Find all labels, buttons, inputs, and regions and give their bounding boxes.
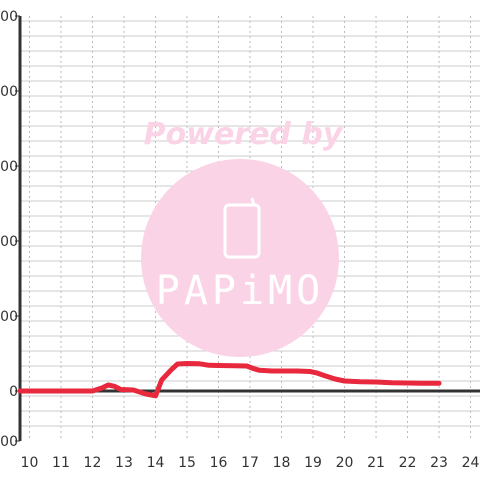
- watermark-powered-by: Powered by: [144, 117, 344, 152]
- x-tick-label: 14: [147, 455, 165, 471]
- phone-icon: [223, 197, 261, 259]
- tick-labels: -20,000 0 30,000 60,000 90,000 120,000 150,000…: [0, 9, 480, 471]
- x-tick-label: 19: [304, 455, 322, 471]
- series: [17, 361, 442, 399]
- x-tick-label: 10: [21, 455, 39, 471]
- watermark-brand: PAPiMO: [156, 268, 325, 314]
- x-tick-label: 22: [399, 455, 417, 471]
- y-tick-label: 90,000: [0, 159, 18, 175]
- x-tick-label: 24: [462, 455, 480, 471]
- x-tick-label: 13: [115, 455, 133, 471]
- y-tick-label: 30,000: [0, 309, 18, 325]
- x-tick-label: 15: [178, 455, 196, 471]
- y-tick-label: 120,000: [0, 84, 18, 100]
- y-tick-label: 150,000: [0, 9, 18, 25]
- x-tick-label: 20: [336, 455, 354, 471]
- series-line-0: [17, 361, 442, 399]
- x-tick-label: 18: [273, 455, 291, 471]
- x-tick-label: 17: [241, 455, 259, 471]
- x-tick-label: 16: [210, 455, 228, 471]
- x-tick-label: 23: [430, 455, 448, 471]
- watermark: Powered by PAPiMO: [141, 117, 344, 357]
- x-tick-label: 21: [367, 455, 385, 471]
- x-tick-label: 11: [52, 455, 70, 471]
- y-tick-label: 60,000: [0, 234, 18, 250]
- y-tick-label: 0: [9, 384, 18, 400]
- y-tick-label: -20,000: [0, 434, 18, 450]
- x-tick-label: 12: [84, 455, 102, 471]
